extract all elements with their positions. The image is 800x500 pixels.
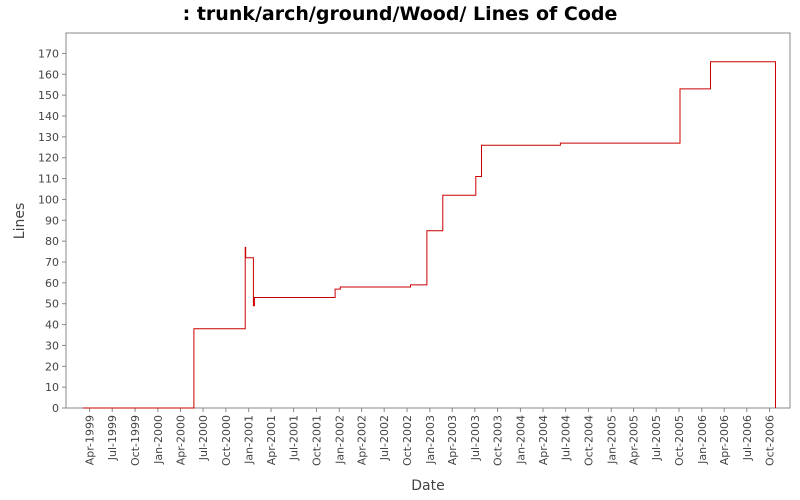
x-tick-label: Apr-1999 bbox=[84, 415, 97, 465]
x-axis: Apr-1999 Jul-1999 Oct-1999 Jan-2000 Apr-2000… bbox=[66, 407, 790, 466]
x-axis-label: Date bbox=[411, 478, 444, 494]
y-tick-label: 130 bbox=[38, 131, 59, 144]
x-tick-label: Oct-2006 bbox=[764, 415, 777, 466]
y-tick-label: 40 bbox=[45, 319, 59, 332]
chart-title: : trunk/arch/ground/Wood/ Lines of Code bbox=[183, 3, 618, 25]
series-line bbox=[82, 61, 776, 409]
x-tick-label: Jul-2000 bbox=[197, 415, 210, 461]
x-tick-label: Apr-2005 bbox=[628, 415, 641, 465]
x-tick-label: Jul-2003 bbox=[469, 415, 482, 461]
y-tick-label: 160 bbox=[38, 68, 59, 81]
x-tick-label: Oct-2000 bbox=[220, 415, 233, 466]
x-tick-label: Apr-2003 bbox=[446, 415, 459, 465]
y-tick-label: 70 bbox=[45, 256, 59, 269]
y-tick-label: 100 bbox=[38, 193, 59, 206]
x-tick-label: Jul-2001 bbox=[288, 415, 301, 461]
x-tick-label: Jul-2006 bbox=[741, 415, 754, 461]
series-layer bbox=[82, 61, 776, 409]
x-tick-label: Oct-2001 bbox=[310, 415, 323, 466]
y-tick-label: 110 bbox=[38, 173, 59, 186]
x-tick-label: Oct-2005 bbox=[673, 415, 686, 466]
y-tick-label: 170 bbox=[38, 47, 59, 60]
x-tick-label: Jan-2002 bbox=[333, 415, 346, 465]
x-tick-label: Jan-2005 bbox=[605, 415, 618, 465]
y-tick-label: 90 bbox=[45, 214, 59, 227]
x-tick-label: Jan-2003 bbox=[424, 415, 437, 465]
x-tick-label: Apr-2001 bbox=[265, 415, 278, 465]
x-tick-label: Apr-2000 bbox=[174, 415, 187, 465]
y-axis: 0 10 20 30 40 50 60 70 80 90 100 110 120 130 140 150 160… bbox=[38, 33, 67, 415]
y-tick-label: 60 bbox=[45, 277, 59, 290]
x-tick-label: Jan-2001 bbox=[243, 415, 256, 465]
x-tick-label: Apr-2006 bbox=[718, 415, 731, 465]
x-tick-label: Apr-2002 bbox=[356, 415, 369, 465]
y-tick-label: 140 bbox=[38, 110, 59, 123]
y-tick-label: 10 bbox=[45, 381, 59, 394]
y-tick-label: 0 bbox=[52, 402, 59, 415]
x-tick-label: Oct-2004 bbox=[582, 415, 595, 466]
x-tick-label: Jan-2000 bbox=[152, 415, 165, 465]
y-tick-label: 30 bbox=[45, 339, 59, 352]
x-tick-label: Oct-1999 bbox=[129, 415, 142, 466]
x-tick-label: Apr-2004 bbox=[537, 415, 550, 465]
y-tick-label: 120 bbox=[38, 152, 59, 165]
y-tick-label: 80 bbox=[45, 235, 59, 248]
x-tick-label: Jul-2002 bbox=[378, 415, 391, 461]
x-tick-label: Oct-2002 bbox=[401, 415, 414, 466]
y-tick-label: 20 bbox=[45, 360, 59, 373]
y-tick-label: 150 bbox=[38, 89, 59, 102]
x-tick-label: Jul-1999 bbox=[106, 415, 119, 461]
x-tick-label: Jul-2005 bbox=[650, 415, 663, 461]
plot-area bbox=[65, 32, 791, 409]
x-tick-label: Oct-2003 bbox=[492, 415, 505, 466]
y-axis-label: Lines bbox=[12, 203, 28, 239]
x-tick-label: Jan-2004 bbox=[514, 415, 527, 465]
y-tick-label: 50 bbox=[45, 298, 59, 311]
x-tick-label: Jul-2004 bbox=[560, 415, 573, 461]
x-tick-label: Jan-2006 bbox=[696, 415, 709, 465]
